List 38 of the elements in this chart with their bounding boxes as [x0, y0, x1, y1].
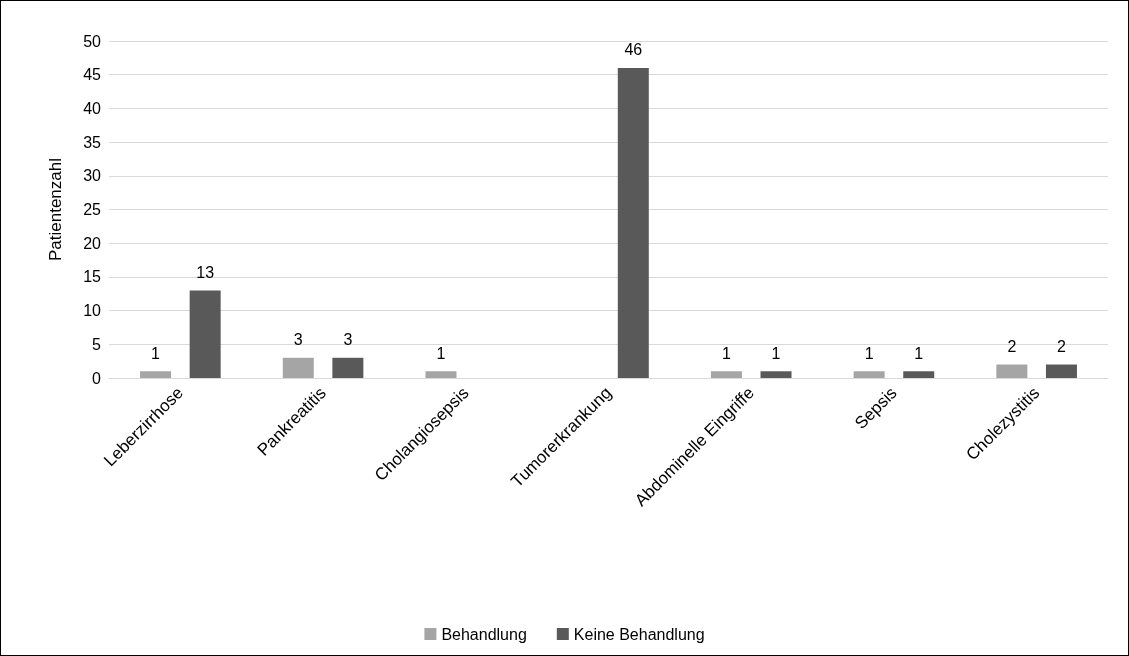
data-label: 1	[721, 344, 731, 362]
bar	[282, 357, 314, 378]
y-tick-label: 50	[83, 32, 102, 50]
data-label: 46	[624, 41, 643, 59]
bar	[617, 67, 649, 378]
bar	[853, 371, 885, 378]
data-label: 3	[343, 331, 353, 349]
data-label: 1	[864, 344, 874, 362]
y-axis-title: Patientenzahl	[46, 157, 65, 262]
data-label: 2	[1056, 338, 1066, 356]
y-tick-label: 20	[83, 234, 102, 252]
bar	[189, 290, 221, 378]
y-tick-label: 25	[83, 201, 102, 218]
y-tick-label: 35	[83, 133, 102, 151]
y-tick-label: 0	[92, 369, 102, 387]
bar	[425, 371, 457, 378]
data-label: 1	[436, 344, 446, 362]
data-label: 1	[914, 344, 924, 362]
bar	[140, 371, 172, 378]
data-label: 1	[151, 344, 161, 362]
bar	[760, 371, 792, 378]
bar	[710, 371, 742, 378]
legend-label: Behandlung	[441, 625, 527, 643]
bar	[903, 371, 935, 378]
data-label: 3	[293, 331, 303, 349]
data-label: 1	[771, 344, 781, 362]
y-tick-label: 10	[83, 302, 102, 320]
bar	[996, 364, 1028, 378]
bar	[332, 357, 364, 378]
y-tick-label: 45	[83, 66, 102, 84]
y-tick-label: 40	[83, 99, 102, 117]
legend-label: Keine Behandlung	[573, 625, 705, 643]
y-tick-label: 30	[83, 167, 102, 185]
y-tick-label: 5	[92, 335, 102, 353]
y-tick-label: 15	[83, 268, 102, 286]
data-label: 13	[196, 263, 215, 281]
bar	[1045, 364, 1077, 378]
data-label: 2	[1007, 338, 1017, 356]
